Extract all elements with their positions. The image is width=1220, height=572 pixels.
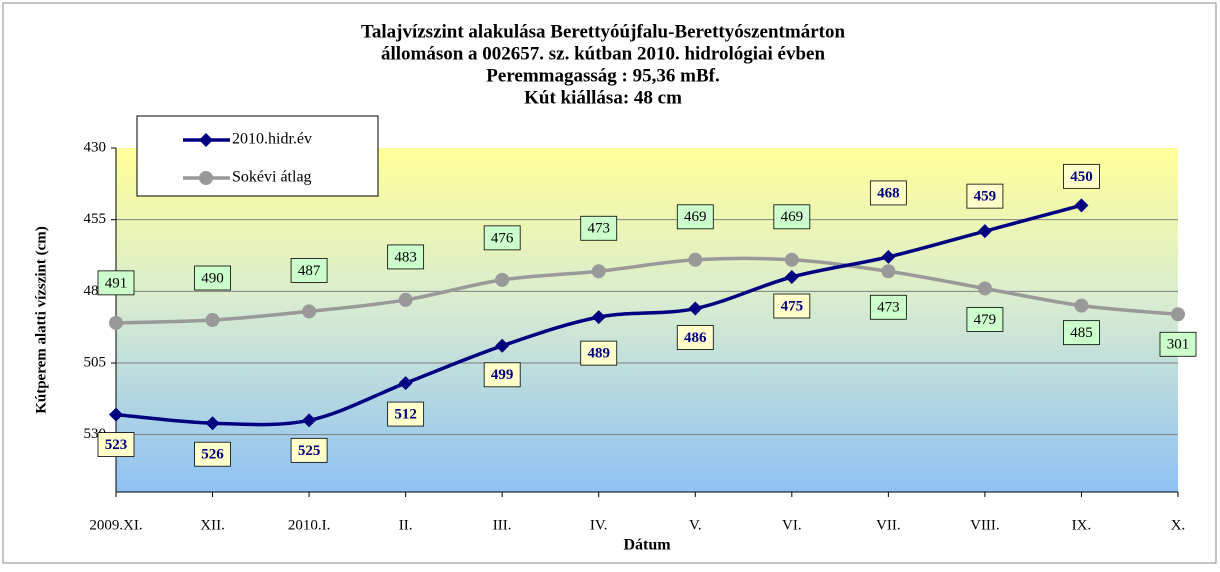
data-label: 523 [105, 437, 128, 453]
x-axis-label: Dátum [623, 537, 671, 554]
data-label-box [194, 441, 231, 467]
data-label-box [97, 270, 135, 296]
data-label-box [290, 437, 328, 463]
marker [495, 338, 510, 353]
marker [1074, 298, 1089, 313]
data-label-box [580, 340, 618, 366]
plot-area [116, 148, 1178, 492]
data-label: 490 [201, 270, 224, 286]
data-label: 473 [877, 300, 900, 316]
x-tick-label: VI. [782, 517, 802, 533]
marker [1074, 198, 1089, 213]
data-label-box [869, 294, 907, 320]
x-tick-label: IX. [1072, 517, 1092, 533]
x-tick-label: V. [689, 517, 702, 533]
chart-title: Talajvízszint alakulása Berettyóújfalu-B… [361, 21, 846, 108]
title-line: Talajvízszint alakulása Berettyóújfalu-B… [361, 21, 846, 42]
marker [591, 310, 606, 325]
marker [977, 224, 992, 239]
marker [205, 416, 220, 431]
data-label-box [580, 215, 618, 241]
y-tick-label: 505 [84, 354, 107, 370]
data-label-box [869, 180, 907, 206]
marker [688, 301, 703, 316]
data-label-box [773, 204, 811, 230]
data-label: 475 [781, 298, 804, 314]
data-label: 526 [201, 447, 224, 463]
x-tick-label: VIII. [970, 517, 1000, 533]
marker [109, 407, 123, 422]
x-tick-label: X. [1171, 517, 1186, 533]
y-axis-label: Kútperem alatti vízszint (cm) [33, 226, 49, 414]
x-tick-label: 2009.XI. [89, 517, 142, 533]
data-label-box [387, 401, 425, 427]
x-tick-label: IV. [590, 517, 608, 533]
data-label: 450 [1070, 169, 1093, 185]
x-tick-label: II. [399, 517, 413, 533]
data-label-box [1063, 320, 1100, 346]
marker [784, 270, 799, 284]
data-label-box [1063, 163, 1100, 189]
x-tick-label: III. [493, 517, 512, 533]
legend-marker [199, 133, 213, 147]
marker [109, 315, 123, 330]
marker [881, 264, 896, 279]
title-line: Kút kiállása: 48 cm [524, 87, 682, 108]
data-label: 468 [877, 185, 900, 201]
marker [398, 376, 413, 391]
data-label: 499 [491, 367, 514, 383]
legend-label: Sokévi átlag [232, 169, 312, 186]
legend [136, 115, 379, 197]
title-line: Peremmagasság : 95,36 mBf. [486, 65, 719, 86]
data-label-box [1159, 331, 1197, 357]
data-label-box [676, 325, 714, 350]
data-label: 491 [105, 275, 128, 291]
legend-marker [199, 171, 213, 185]
data-label: 489 [587, 346, 610, 362]
title-line: állomáson a 002657. sz. kútban 2010. hid… [381, 43, 826, 64]
data-label: 469 [684, 209, 707, 225]
data-label-box [966, 183, 1004, 209]
data-label: 487 [298, 263, 321, 279]
data-label: 483 [394, 249, 417, 265]
data-label-box [483, 225, 521, 251]
data-label-box [387, 244, 425, 270]
data-label-box [97, 432, 135, 458]
y-tick-label: 430 [84, 139, 107, 155]
legend-label: 2010.hidr.év [232, 131, 312, 148]
marker [495, 272, 510, 287]
data-label-box [194, 265, 231, 291]
marker [881, 249, 896, 264]
data-label: 485 [1070, 325, 1093, 341]
marker [977, 281, 992, 296]
data-label: 469 [781, 209, 804, 225]
data-label: 479 [974, 312, 997, 328]
marker [591, 264, 606, 279]
series-line [115, 256, 1179, 325]
data-label: 301 [1167, 337, 1190, 353]
data-label-box [290, 257, 328, 283]
marker [688, 252, 703, 267]
x-tick-label: 2010.I. [288, 517, 331, 533]
marker [398, 292, 413, 307]
data-label: 459 [974, 189, 997, 205]
data-label: 476 [491, 230, 514, 246]
x-tick-label: XII. [200, 517, 225, 533]
y-tick-label: 455 [84, 211, 107, 227]
data-label: 473 [587, 221, 610, 237]
marker [205, 313, 220, 327]
marker [302, 413, 317, 428]
data-label: 486 [684, 330, 707, 346]
x-tick-label: VII. [876, 517, 901, 533]
data-label-box [773, 293, 811, 319]
marker [302, 304, 317, 319]
marker [1171, 307, 1185, 322]
data-label: 525 [298, 443, 321, 459]
data-label: 512 [394, 407, 417, 423]
data-label-box [483, 362, 521, 388]
data-label-box [966, 307, 1004, 332]
marker [784, 252, 799, 267]
data-label-box [676, 204, 714, 230]
